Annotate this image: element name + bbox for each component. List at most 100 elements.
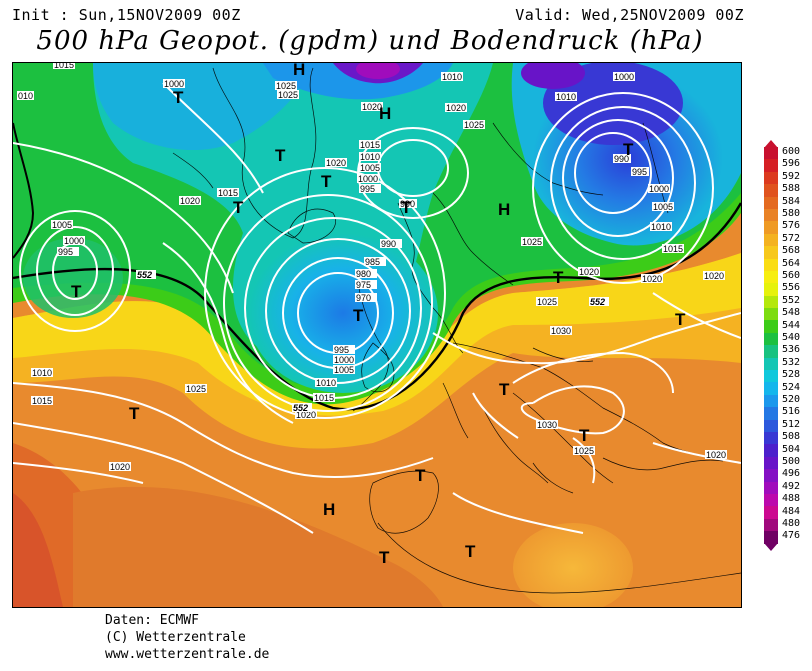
legend-level-label: 556 [782,282,801,294]
svg-text:1005: 1005 [653,202,673,212]
svg-text:552: 552 [293,403,308,413]
svg-text:1025: 1025 [522,237,542,247]
pressure-label: 990 [613,154,631,164]
svg-text:1020: 1020 [446,103,466,113]
chart-title: 500 hPa Geopot. (gpdm) und Bodendruck (h… [36,26,704,56]
legend-level-label: 580 [782,208,801,219]
pressure-label: 1005 [652,202,674,212]
pressure-label: 1025 [277,90,299,100]
legend-swatch [764,270,778,284]
pressure-label: 1020 [641,274,663,284]
valid-time: Valid: Wed,25NOV2009 00Z [515,6,744,24]
legend-swatch [764,246,778,259]
legend-swatch [764,295,778,309]
legend-swatch [764,506,778,519]
svg-text:1020: 1020 [180,196,200,206]
svg-text:552: 552 [590,297,605,307]
pressure-label: 1005 [51,220,73,230]
low-marker: T [579,426,590,445]
svg-text:1030: 1030 [551,326,571,336]
legend-level-label: 588 [782,183,801,195]
website-link[interactable]: www.wetterzentrale.de [105,647,270,662]
svg-text:1010: 1010 [32,368,52,378]
pressure-label: 1025 [521,237,543,247]
pressure-label: 1025 [275,81,297,91]
svg-text:1025: 1025 [276,81,296,91]
legend-swatch [764,419,778,432]
legend-swatch [764,382,778,395]
legend-level-label: 512 [782,418,801,430]
legend-level-label: 584 [782,195,801,207]
pressure-label: 1020 [295,410,317,420]
pressure-label: 1000 [333,355,355,365]
legend-level-label: 488 [782,493,801,505]
pressure-label: 1000 [357,174,379,184]
svg-text:1000: 1000 [334,355,354,365]
legend-swatch [764,357,778,371]
low-marker: T [401,198,412,217]
legend-swatch [764,493,778,507]
pressure-label: 1020 [325,158,347,168]
low-marker: T [675,310,686,329]
pressure-label: 985 [364,257,386,267]
legend-level-label: 508 [782,431,801,443]
pressure-label: 1000 [63,236,85,246]
legend-swatch [764,159,778,172]
legend-bottom-arrow [764,542,778,551]
svg-text:1000: 1000 [614,72,634,82]
pressure-label: 1015 [313,393,335,403]
svg-text:1010: 1010 [556,92,576,102]
low-marker: T [553,268,564,287]
legend-level-label: 528 [782,369,801,381]
legend-level-label: 480 [782,518,801,529]
height-label: 552 [589,297,609,307]
legend-level-label: 516 [782,406,801,418]
low-marker: T [623,140,634,159]
high-marker: H [293,63,305,79]
pressure-label: 1020 [703,271,725,281]
low-marker: T [275,146,286,165]
legend-level-label: 572 [782,232,801,244]
pressure-label: 1005 [333,365,355,375]
legend-swatch [764,308,778,321]
pressure-label: 995 [333,345,355,355]
svg-text:1015: 1015 [218,188,238,198]
pressure-label: 1010 [441,72,463,82]
svg-text:1010: 1010 [651,222,671,232]
svg-text:1000: 1000 [64,236,84,246]
legend-level-label: 476 [782,530,801,542]
pressure-label: 1020 [109,462,131,472]
legend-swatch [764,233,778,247]
legend-swatch [764,171,778,185]
legend-swatch [764,531,778,544]
svg-text:990: 990 [614,154,629,164]
legend-level-label: 496 [782,468,801,480]
svg-text:1020: 1020 [642,274,662,284]
legend-level-label: 504 [782,443,801,455]
init-time: Init : Sun,15NOV2009 00Z [12,6,241,24]
pressure-label: 995 [631,167,649,177]
legend-level-label: 524 [782,381,801,393]
pressure-label: 1015 [359,140,381,150]
legend-swatch [764,320,778,333]
pressure-label: 1020 [445,103,467,113]
low-marker: T [233,198,244,217]
low-marker: T [499,380,510,399]
legend-swatch [764,407,778,420]
legend-level-label: 548 [782,307,801,319]
height-labels: 552 552 552 552 [136,270,609,413]
height-label: 552 [292,403,312,413]
legend-swatch [764,469,778,482]
high-marker: H [379,104,391,123]
legend-level-label: 596 [782,158,801,170]
height-label: 552 [136,270,156,280]
svg-text:1010: 1010 [316,378,336,388]
svg-text:1025: 1025 [574,446,594,456]
legend-level-label: 560 [782,270,801,281]
legend-swatch [764,345,778,358]
legend-cells: 600 596 592 588 584 580 576 572 568 564 560 556 552 5… [764,147,800,544]
pressure-label: 1010 [31,368,53,378]
legend-swatch [764,456,778,470]
pressure-label: 1000 [613,72,635,82]
pressure-label: 990 [399,199,417,209]
